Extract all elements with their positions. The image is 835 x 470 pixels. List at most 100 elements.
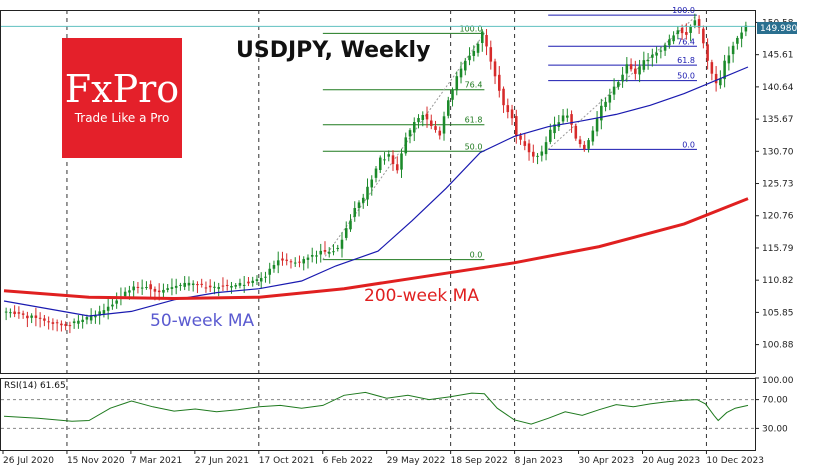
price-tick-label: 125.73 <box>762 180 794 190</box>
candle-body <box>391 155 395 165</box>
candle-body <box>412 122 416 133</box>
price-tick-label: 120.76 <box>762 212 794 222</box>
candle-body <box>77 320 80 324</box>
candle-body <box>408 130 412 137</box>
candle-body <box>464 60 467 71</box>
fib-level-label: 76.4 <box>465 81 483 90</box>
candle-body <box>111 304 114 307</box>
candle-body <box>361 197 365 203</box>
moving-average-lines <box>3 66 749 317</box>
candle-body <box>578 139 582 145</box>
fib-level-label: 0.0 <box>470 251 483 260</box>
candle-body <box>655 52 658 56</box>
candle-body <box>72 321 76 324</box>
candle-body <box>421 115 425 121</box>
candle-body <box>536 155 539 157</box>
time-tick-label: 27 Jun 2021 <box>195 456 249 466</box>
candle-body <box>102 310 106 314</box>
candle-body <box>259 277 263 282</box>
candle-body <box>217 287 220 289</box>
candle-body <box>502 88 505 106</box>
candle-body <box>68 325 72 327</box>
candle-body <box>438 130 442 136</box>
price-tick-label: 110.82 <box>762 276 794 286</box>
fib-level-label: 61.8 <box>465 116 483 125</box>
candle-body <box>310 255 314 257</box>
candle-body <box>157 290 161 293</box>
fib-level-label: 61.8 <box>677 56 695 65</box>
candle-body <box>21 313 25 315</box>
candle-body <box>625 64 629 74</box>
fib-level-label: 50.0 <box>465 142 483 151</box>
candle-body <box>370 179 374 188</box>
candle-body <box>510 109 514 119</box>
fib-level-label: 0.0 <box>682 140 695 149</box>
candle-body <box>523 141 527 146</box>
candle-body <box>451 89 454 100</box>
candle-body <box>149 284 152 290</box>
price-tick-label: 105.85 <box>762 308 794 318</box>
candle-body <box>174 285 178 288</box>
rsi-label: RSI(14) 61.65 <box>4 381 66 391</box>
candle-body <box>30 315 33 318</box>
candle-body <box>51 322 55 324</box>
candle-body <box>306 257 310 260</box>
ma50-annotation: 50-week MA <box>150 311 255 331</box>
candle-body <box>540 151 544 156</box>
candle-body <box>425 113 429 120</box>
candle-body <box>553 124 556 134</box>
candle-body <box>659 50 663 52</box>
ma200-annotation: 200-week MA <box>364 286 479 306</box>
candle-body <box>455 76 459 91</box>
price-tick-label: 135.67 <box>762 115 794 125</box>
rsi-line <box>3 391 749 425</box>
candle-body <box>680 27 684 34</box>
candle-body <box>638 66 641 75</box>
candle-body <box>4 311 8 313</box>
candle-body <box>617 82 620 87</box>
candle-body <box>221 285 225 287</box>
time-tick-label: 20 Aug 2023 <box>642 456 700 466</box>
candle-body <box>744 25 748 32</box>
candle-body <box>327 252 331 254</box>
candle-body <box>298 261 301 263</box>
candle-body <box>204 287 208 289</box>
candle-body <box>85 317 89 320</box>
candle-body <box>123 291 127 297</box>
candle-body <box>289 261 293 263</box>
candle-body <box>574 125 578 139</box>
candle-body <box>9 312 12 314</box>
candle-body <box>446 100 450 116</box>
candle-body <box>561 115 565 122</box>
candle-body <box>208 285 212 288</box>
candle-body <box>272 265 276 269</box>
candle-body <box>493 61 497 77</box>
candle-body <box>476 43 480 53</box>
rsi-levels: 30.00 70.00 100.00 <box>1 376 794 434</box>
time-tick-label: 17 Oct 2021 <box>259 456 315 466</box>
candle-body <box>242 284 246 286</box>
rsi-tick-label: 30.00 <box>762 424 788 434</box>
candle-body <box>387 154 391 157</box>
candle-body <box>519 135 522 140</box>
candle-body <box>583 144 586 150</box>
candle-body <box>315 255 318 257</box>
fib-level-label: 100.0 <box>672 6 695 15</box>
candle-body <box>723 60 726 80</box>
candle-body <box>302 259 306 264</box>
candle-body <box>64 324 67 326</box>
candle-body <box>89 315 93 321</box>
candle-body <box>498 74 501 91</box>
candle-body <box>323 250 327 252</box>
candle-body <box>128 290 131 293</box>
candle-body <box>646 60 650 62</box>
time-axis-ticks: 26 Jul 2020 15 Nov 2020 7 Mar 2021 27 Jun 2… <box>2 450 764 466</box>
candle-body <box>685 31 688 35</box>
candle-body <box>719 78 722 86</box>
candle-body <box>566 115 569 118</box>
logo-wordmark: FxPro <box>65 67 179 111</box>
fib-level-label: 76.4 <box>677 37 695 46</box>
logo-tagline: Trade Like a Pro <box>74 111 170 125</box>
candle-body <box>238 282 242 286</box>
candle-body <box>727 55 731 64</box>
